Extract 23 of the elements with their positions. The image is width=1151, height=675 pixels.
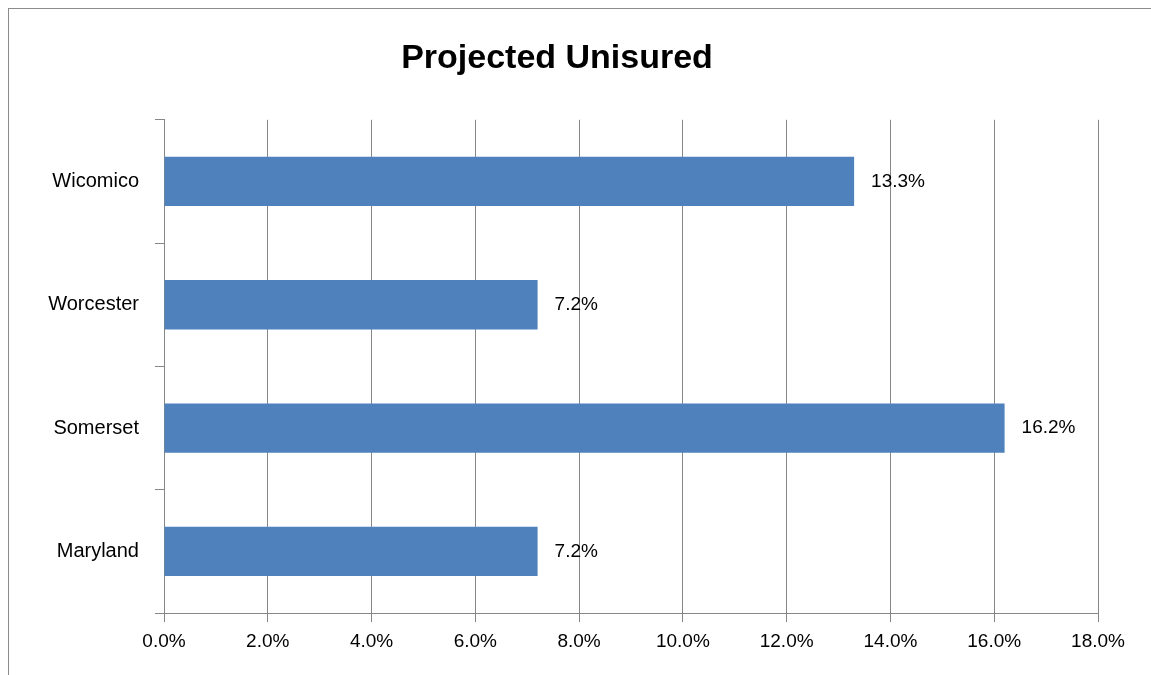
chart-title: Projected Unisured — [401, 36, 713, 75]
bar — [164, 156, 855, 207]
x-tick-label: 4.0% — [349, 629, 394, 651]
x-tick-label: 14.0% — [863, 629, 918, 651]
y-tick-label: Worcester — [48, 292, 140, 315]
x-tick-label: 2.0% — [246, 629, 290, 651]
x-tick-label: 10.0% — [655, 629, 710, 651]
bar — [164, 526, 538, 577]
data-label: 16.2% — [1021, 416, 1076, 438]
bar — [164, 280, 538, 330]
x-tick-label: 12.0% — [759, 629, 814, 651]
x-tick-label: 6.0% — [453, 629, 498, 651]
x-tick-label: 16.0% — [967, 629, 1022, 651]
x-tick-label: 0.0% — [142, 629, 186, 651]
x-tick-label: 8.0% — [557, 629, 601, 651]
x-tick-label: 18.0% — [1071, 629, 1126, 651]
bar — [164, 403, 1005, 453]
data-label: 7.2% — [554, 539, 599, 561]
data-label: 7.2% — [554, 292, 599, 314]
y-tick-label: Somerset — [53, 415, 140, 438]
data-label: 13.3% — [871, 169, 926, 191]
y-tick-label: Wicomico — [52, 168, 139, 191]
y-tick-label: Maryland — [56, 538, 139, 561]
